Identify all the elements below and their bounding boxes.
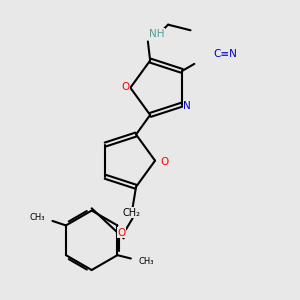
Text: O: O (161, 157, 169, 167)
Text: O: O (117, 228, 126, 238)
Text: CH₃: CH₃ (139, 257, 154, 266)
Text: C≡N: C≡N (214, 49, 238, 59)
Text: CH₂: CH₂ (123, 208, 141, 218)
Text: CH₃: CH₃ (29, 213, 45, 222)
Text: O: O (121, 82, 129, 92)
Text: NH: NH (149, 28, 165, 39)
Text: N: N (183, 101, 191, 111)
